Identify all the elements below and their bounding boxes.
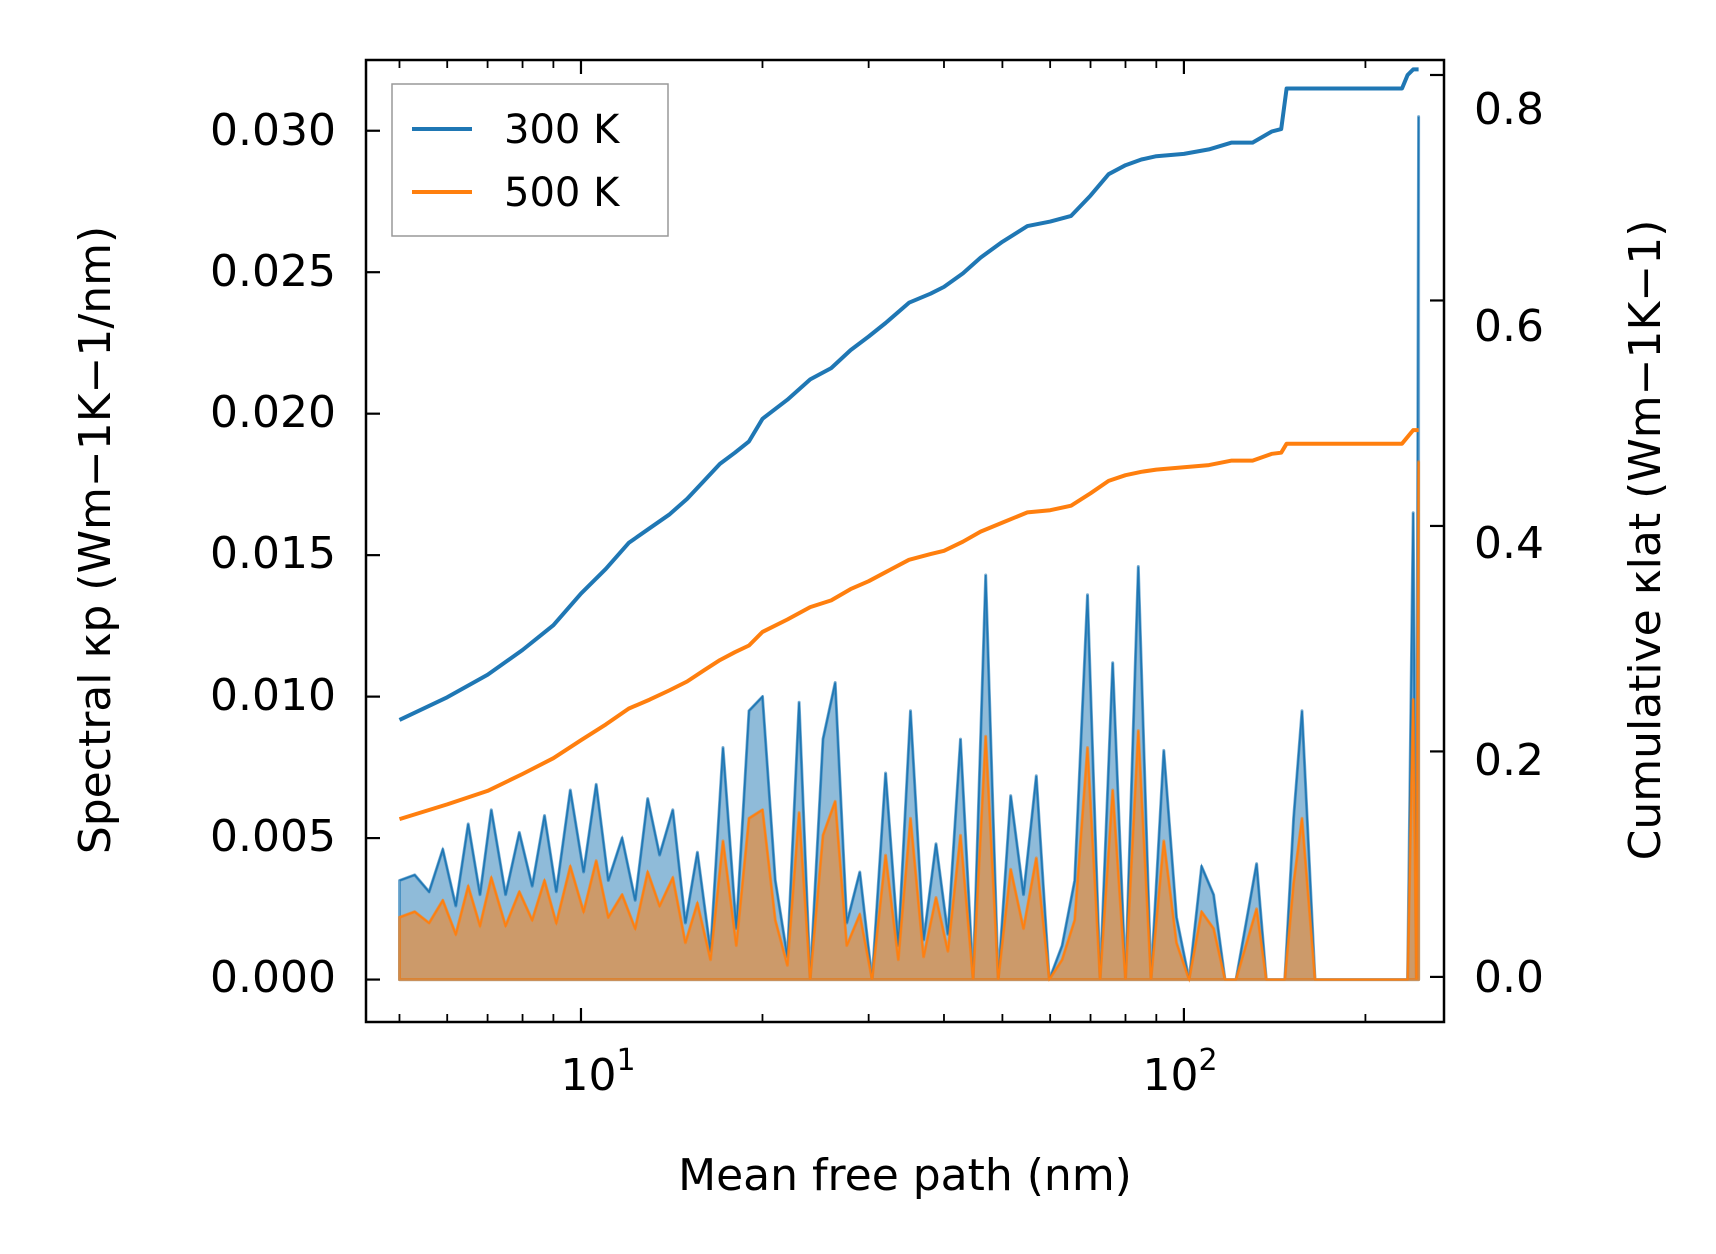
cumulative-lines — [398, 67, 1419, 822]
y-left-tick-label: 0.000 — [210, 952, 336, 1003]
y-right-axis-label: Cumulative κlat (Wm−1K−1) — [1620, 220, 1671, 861]
y-right-tick-label: 0.2 — [1474, 735, 1544, 786]
cumulative-line-500K — [398, 428, 1419, 822]
legend-label-500K: 500 K — [504, 170, 621, 216]
y-left-axis-label: Spectral κp (Wm−1K−1/nm) — [70, 226, 121, 854]
legend: 300 K 500 K — [391, 83, 669, 237]
axis-ticks — [366, 60, 1444, 1022]
x-axis-label: Mean free path (nm) — [678, 1150, 1132, 1201]
legend-box — [391, 83, 669, 237]
y-right-tick-label: 0.6 — [1474, 301, 1544, 352]
x-tick-label: 101 — [560, 1043, 635, 1101]
y-left-tick-label: 0.030 — [210, 105, 336, 156]
y-left-tick-label: 0.025 — [210, 246, 336, 297]
y-right-tick-label: 0.8 — [1474, 84, 1544, 135]
spectral-line-500K — [399, 461, 1420, 983]
plot-frame — [364, 58, 1446, 1024]
y-right-tick-label: 0.4 — [1474, 518, 1544, 569]
y-left-tick-label: 0.010 — [210, 670, 336, 721]
y-left-tick-label: 0.020 — [210, 387, 336, 438]
legend-label-300K: 300 K — [504, 107, 621, 153]
x-tick-label: 102 — [1142, 1043, 1217, 1101]
y-left-tick-label: 0.015 — [210, 528, 336, 579]
cumulative-line-300K — [398, 67, 1419, 722]
spectral-fills — [398, 115, 1421, 983]
y-left-tick-label: 0.005 — [210, 811, 336, 862]
y-right-tick-label: 0.0 — [1474, 952, 1544, 1003]
